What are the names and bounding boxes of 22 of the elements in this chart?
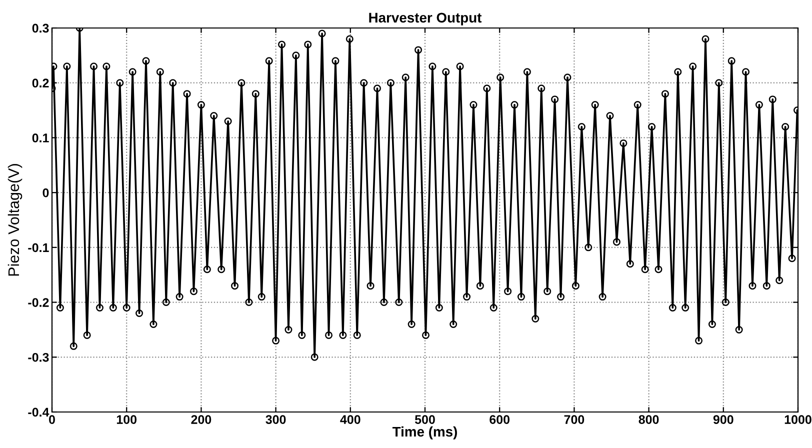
y-axis-title: Piezo Voltage(V) <box>8 164 22 276</box>
x-tick-label: 0 <box>49 415 55 424</box>
y-tick-label: 0.3 <box>32 24 49 33</box>
x-tick-label: 800 <box>638 415 659 424</box>
x-tick-label: 600 <box>490 415 510 424</box>
x-axis-title: Time (ms) <box>392 426 457 440</box>
y-tick-label: -0.3 <box>28 352 49 362</box>
chart-title: Harvester Output <box>369 12 482 26</box>
y-tick-label: -0.1 <box>28 243 49 252</box>
x-tick-label: 900 <box>713 415 734 424</box>
y-tick-label: 0 <box>42 188 49 198</box>
x-tick-label: 700 <box>564 415 584 424</box>
y-tick-label: -0.4 <box>28 408 50 417</box>
y-tick-label: 0.2 <box>32 78 49 88</box>
x-tick-label: 400 <box>340 415 360 424</box>
y-tick-label: 0.1 <box>32 134 49 142</box>
x-tick-label: 200 <box>191 415 212 424</box>
x-tick-label: 300 <box>266 415 286 424</box>
x-tick-label: 100 <box>116 415 137 424</box>
x-tick-label: 1000 <box>784 415 812 424</box>
y-tick-label: -0.2 <box>28 298 49 307</box>
x-tick-label: 500 <box>414 415 435 424</box>
